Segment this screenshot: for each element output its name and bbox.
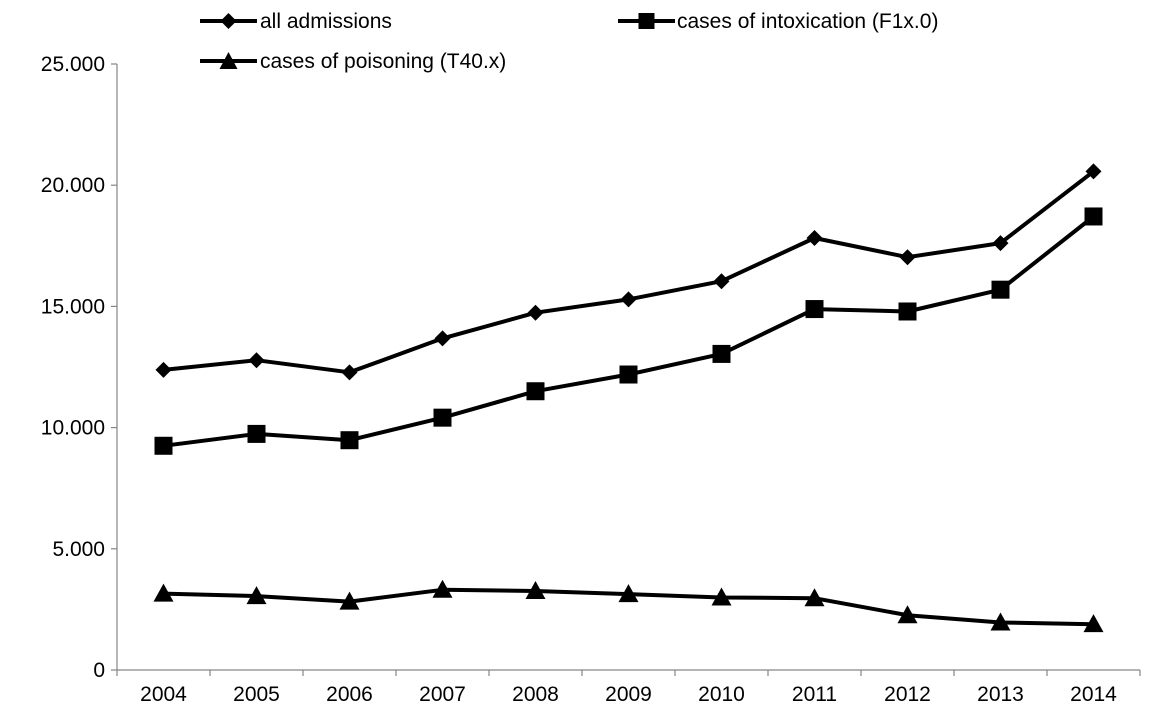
data-point-triangle — [897, 605, 918, 624]
data-point-triangle — [339, 591, 360, 610]
x-tick-label: 2009 — [605, 683, 652, 706]
series-2 — [153, 579, 1104, 633]
data-point-square — [1084, 207, 1103, 226]
data-point-diamond — [620, 291, 637, 308]
y-tick-label: 15.000 — [41, 295, 105, 318]
data-point-triangle — [432, 579, 453, 598]
data-point-triangle — [990, 612, 1011, 631]
data-point-square — [247, 424, 266, 443]
x-tick-label: 2004 — [140, 683, 187, 706]
legend-square-marker — [638, 13, 655, 29]
data-point-triangle — [525, 580, 546, 599]
legend-label-intoxication: cases of intoxication (F1x.0) — [677, 10, 938, 33]
legend-item-intoxication: cases of intoxication (F1x.0) — [618, 10, 938, 33]
y-tick-label: 20.000 — [41, 174, 105, 197]
data-point-triangle — [246, 586, 267, 605]
legend-item-all-admissions: all admissions — [200, 10, 392, 33]
y-tick-label: 5.000 — [52, 538, 105, 561]
data-point-square — [805, 300, 824, 319]
data-point-square — [712, 344, 731, 363]
y-tick-label: 0 — [93, 659, 105, 682]
x-tick-label: 2007 — [419, 683, 466, 706]
x-tick-label: 2014 — [1070, 683, 1117, 706]
data-point-diamond — [992, 235, 1009, 252]
data-point-square — [619, 365, 638, 384]
legend-label-poisoning: cases of poisoning (T40.x) — [260, 50, 506, 73]
data-point-diamond — [527, 304, 544, 321]
axes: 0 5.000 10.000 15.000 20.000 25.000 2004 2005 20… — [41, 53, 1141, 706]
data-point-triangle — [1083, 614, 1104, 633]
data-point-diamond — [713, 273, 730, 290]
data-point-triangle — [711, 587, 732, 606]
data-point-diamond — [155, 361, 172, 378]
y-tick-label: 25.000 — [41, 53, 105, 76]
x-tick-label: 2013 — [977, 683, 1024, 706]
data-point-diamond — [806, 230, 823, 247]
legend-item-poisoning: cases of poisoning (T40.x) — [200, 50, 506, 73]
data-point-diamond — [341, 364, 358, 381]
x-tick-label: 2010 — [698, 683, 745, 706]
legend-label-all-admissions: all admissions — [260, 10, 392, 33]
series-line — [163, 169, 1095, 375]
data-point-square — [991, 280, 1010, 299]
data-point-triangle — [618, 584, 639, 603]
x-tick-label: 2011 — [792, 683, 837, 706]
data-point-diamond — [899, 249, 916, 266]
series-layer — [153, 163, 1104, 633]
x-tick-label: 2006 — [326, 683, 373, 706]
data-point-diamond — [434, 330, 451, 347]
series-0 — [155, 163, 1102, 381]
data-point-diamond — [1085, 163, 1102, 180]
data-point-square — [526, 382, 545, 401]
data-point-square — [433, 408, 452, 427]
data-point-square — [340, 431, 359, 450]
x-tick-label: 2005 — [233, 683, 280, 706]
data-point-triangle — [804, 588, 825, 607]
legend: all admissions cases of intoxication (F1… — [200, 10, 938, 73]
series-1 — [154, 207, 1103, 455]
data-point-square — [898, 302, 917, 321]
data-point-triangle — [153, 583, 174, 602]
data-point-diamond — [248, 352, 265, 369]
x-tick-label: 2012 — [884, 683, 931, 706]
legend-diamond-marker — [220, 13, 237, 29]
y-tick-label: 10.000 — [41, 417, 105, 440]
x-tick-label: 2008 — [512, 683, 559, 706]
data-point-square — [154, 436, 173, 455]
legend-triangle-marker — [219, 52, 238, 69]
